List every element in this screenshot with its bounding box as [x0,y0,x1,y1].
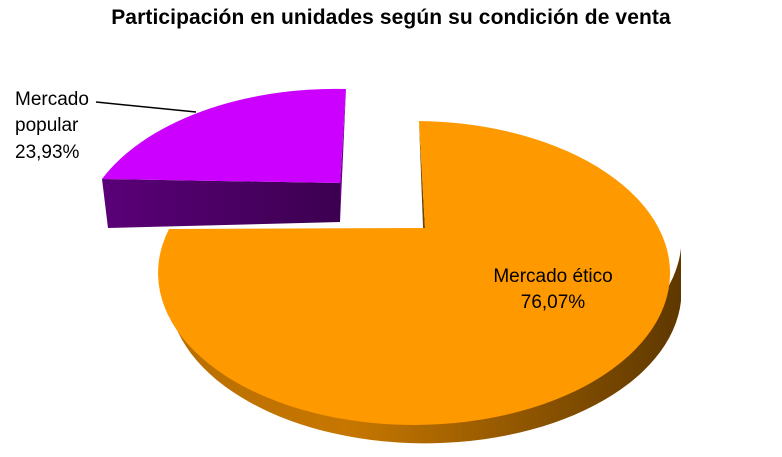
slice-mercado-popular-top [102,88,346,183]
leader-line-mercado-popular [95,101,197,113]
slice-value-mercado-etico: 76,07% [521,292,586,313]
slice-label-mercado-etico: Mercado ético [493,266,612,287]
slice-label-mercado-popular-line2: popular [15,115,79,136]
slice-mercado-etico [158,121,681,444]
slice-mercado-popular [102,88,346,228]
slice-mercado-etico-top [158,121,671,425]
slice-label-mercado-popular-line1: Mercado [15,89,89,110]
chart-title: Participación en unidades según su condi… [111,6,671,29]
slice-value-mercado-popular: 23,93% [15,142,80,163]
slice-mercado-popular-wall [340,89,346,222]
slice-mercado-popular-side [102,179,340,228]
